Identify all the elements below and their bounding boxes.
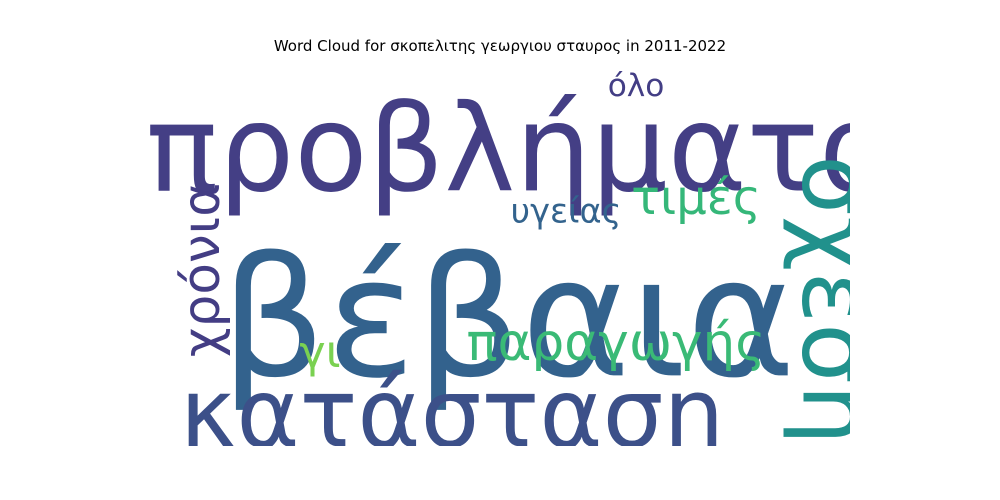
chart-title: Word Cloud for σκοπελιτης γεωργιου σταυρ… — [273, 37, 727, 55]
word-2: βέβαια — [220, 222, 795, 415]
word-8: υγείας — [511, 192, 622, 231]
word-9: γι — [299, 327, 340, 378]
word-4: σχέση — [781, 155, 850, 445]
word-7: τιμές — [631, 170, 761, 226]
word-6: χρόνια — [172, 183, 232, 357]
word-1: προβλήματα — [150, 81, 850, 220]
word-3: κατάσταση — [180, 357, 725, 446]
word-10: όλο — [608, 68, 665, 104]
word-5: παραγωγής — [466, 313, 765, 373]
